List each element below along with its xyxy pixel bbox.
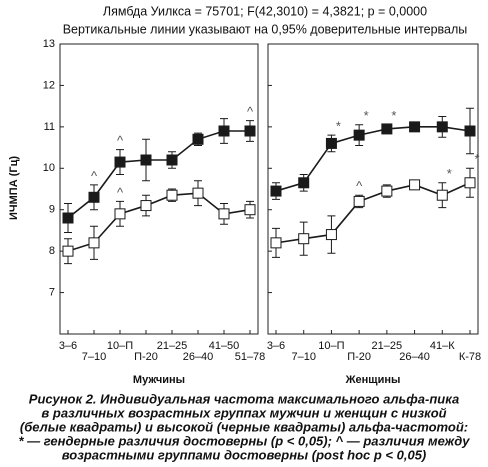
data-point [353,129,365,141]
plot-frame [267,43,479,335]
x-tick-label: 3–6 [267,340,285,352]
x-tick-label: П-20 [347,351,371,363]
caption-line: * — гендерные различия достоверны (p < 0… [18,433,470,448]
y-tick-label: 9 [49,204,55,216]
y-tick-label: 8 [49,245,55,257]
x-tick-label: 3–6 [59,340,77,352]
data-point [244,125,256,137]
caption-line: возрастными группами достоверны (post ho… [62,447,427,462]
x-tick-label: 10–П [318,340,344,352]
data-point [325,229,337,241]
caption-line: в различных возрастных группах мужчин и … [41,405,446,420]
data-point [298,233,310,245]
data-point [464,177,476,189]
data-point [381,123,393,135]
chart-subtitle: Вертикальные линии указывают на 0,95% до… [63,22,468,36]
caption-line: Рисунок 2. Индивидуальная частота максим… [29,391,459,406]
x-tick-label: 7–10 [291,351,315,363]
data-point [409,179,421,191]
data-point [192,133,204,145]
data-point [436,121,448,133]
significance-mark: ^ [356,179,363,194]
panel-title: Мужчины [133,374,185,386]
data-point [353,195,365,207]
plot-frame [59,43,259,335]
x-tick-label: П-20 [134,351,158,363]
significance-mark: ^ [117,185,124,200]
data-point [166,154,178,166]
y-tick-label: 12 [43,79,55,91]
x-tick-label: 7–10 [82,351,106,363]
data-point [62,212,74,224]
y-axis-label: ИЧМПА (Гц) [8,156,20,220]
x-tick-label: 41–50 [209,340,240,352]
y-tick-label: 7 [49,286,55,298]
data-point [140,154,152,166]
significance-mark: * [447,166,452,181]
x-tick-label: 21–25 [372,340,403,352]
data-point [464,125,476,137]
data-point [218,125,230,137]
data-point [88,237,100,249]
data-point [436,189,448,201]
x-tick-label: 26–40 [399,351,430,363]
significance-mark: ^ [247,104,254,119]
panel-title: Женщины [345,374,401,386]
y-tick-label: 11 [44,121,55,133]
data-point [62,245,74,257]
data-point [409,121,421,133]
data-point [114,208,126,220]
data-point [114,156,126,168]
data-point [218,208,230,220]
data-point [166,189,178,201]
data-point [381,185,393,197]
data-point [244,204,256,216]
data-point [270,185,282,197]
significance-mark: * [336,119,341,134]
y-tick-label: 10 [43,162,55,174]
significance-mark: * [364,108,369,123]
x-tick-label: 51–78 [235,351,266,363]
significance-mark: ^ [117,133,124,148]
x-tick-label: 26–40 [183,351,214,363]
x-tick-label: 10–П [107,340,133,352]
x-tick-label: 41–К [430,340,455,352]
chart-title: Лямбда Уилкса = 75701; F(42,3010) = 4,38… [103,4,427,18]
significance-mark: ^ [91,168,98,183]
significance-mark: * [391,108,396,123]
data-point [140,200,152,212]
caption-line: (белые квадраты) и высокой (черные квадр… [20,419,468,434]
x-tick-label: К-78 [459,351,481,363]
data-point [192,187,204,199]
x-tick-label: 21–25 [157,340,188,352]
data-point [88,191,100,203]
significance-mark: * [474,152,479,167]
data-point [270,237,282,249]
data-point [325,137,337,149]
data-point [298,177,310,189]
y-tick-label: 13 [43,38,55,50]
